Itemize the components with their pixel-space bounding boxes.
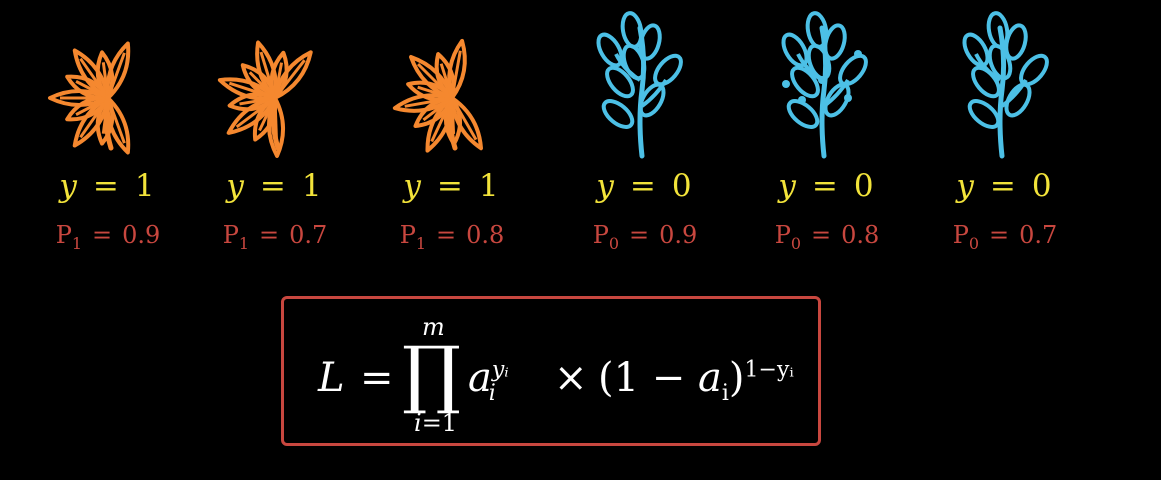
product-lower-limit: i=1	[414, 409, 457, 437]
y-var: y	[59, 168, 79, 204]
product-index: i	[414, 409, 422, 437]
p-subscript: 1	[71, 233, 83, 253]
p-base: P	[55, 221, 72, 249]
a-subscript: i	[488, 381, 496, 406]
y-var: y	[403, 168, 423, 204]
y-var: y	[596, 168, 616, 204]
likelihood-formula: L = ∏ m i=1 ayᵢi × (1 − ai)1−yᵢ	[318, 313, 798, 437]
label-y: y = 0	[956, 166, 1053, 206]
label-probability: P0 = 0.9	[592, 218, 698, 253]
y-var: y	[778, 168, 798, 204]
p-value: 0.8	[841, 221, 880, 249]
y-equals: =	[259, 168, 288, 204]
p-base: P	[952, 221, 969, 249]
formula-one-minus-term: (1 − ai)1−yᵢ	[598, 355, 794, 406]
y-equals: =	[92, 168, 121, 204]
p-value: 0.7	[289, 221, 328, 249]
p-base: P	[592, 221, 609, 249]
y-equals: =	[989, 168, 1018, 204]
p-subscript: 0	[790, 233, 802, 253]
label-y: y = 1	[59, 166, 156, 206]
likelihood-formula-box: L = ∏ m i=1 ayᵢi × (1 − ai)1−yᵢ	[281, 296, 821, 446]
p-base: P	[222, 221, 239, 249]
blue-branch-icon	[762, 10, 892, 160]
sample-item: y = 0 P0 = 0.7	[930, 10, 1080, 253]
sample-item: y = 0 P0 = 0.8	[752, 10, 902, 253]
p-subscript: 0	[608, 233, 620, 253]
label-probability: P1 = 0.9	[55, 218, 161, 253]
label-y: y = 0	[596, 166, 693, 206]
y-equals: =	[811, 168, 840, 204]
label-probability: P1 = 0.8	[399, 218, 505, 253]
p-equals: =	[92, 221, 113, 249]
blue-branch-icon	[940, 10, 1070, 160]
p-value: 0.7	[1019, 221, 1058, 249]
y-value: 0	[853, 168, 876, 204]
formula-times: ×	[554, 355, 588, 401]
product-start: =1	[421, 409, 458, 437]
a-exponent: yᵢ	[491, 357, 509, 383]
product-symbol: ∏	[402, 331, 461, 417]
y-value: 0	[1031, 168, 1054, 204]
p-value: 0.8	[466, 221, 505, 249]
p-equals: =	[436, 221, 457, 249]
y-value: 1	[478, 168, 501, 204]
y-equals: =	[436, 168, 465, 204]
label-y: y = 1	[226, 166, 323, 206]
sample-item: y = 1 P1 = 0.7	[200, 10, 350, 253]
y-value: 1	[134, 168, 157, 204]
label-probability: P0 = 0.8	[774, 218, 880, 253]
maple-leaf-icon	[387, 10, 517, 160]
sample-item: y = 1 P1 = 0.8	[377, 10, 527, 253]
maple-leaf-icon	[210, 10, 340, 160]
p-equals: =	[259, 221, 280, 249]
p-value: 0.9	[659, 221, 698, 249]
p-subscript: 0	[968, 233, 980, 253]
paren-exponent: 1−yᵢ	[744, 357, 794, 383]
y-var: y	[226, 168, 246, 204]
p-equals: =	[811, 221, 832, 249]
y-equals: =	[629, 168, 658, 204]
y-value: 0	[671, 168, 694, 204]
paren-a-subscript: i	[721, 381, 729, 406]
sample-item: y = 0 P0 = 0.9	[570, 10, 720, 253]
y-var: y	[956, 168, 976, 204]
p-base: P	[399, 221, 416, 249]
y-value: 1	[301, 168, 324, 204]
blue-branch-icon	[580, 10, 710, 160]
label-y: y = 0	[778, 166, 875, 206]
label-probability: P0 = 0.7	[952, 218, 1058, 253]
formula-lhs: L	[318, 355, 345, 401]
p-value: 0.9	[122, 221, 161, 249]
formula-equals: =	[360, 355, 394, 401]
maple-leaf-icon	[43, 10, 173, 160]
a-symbol: a	[468, 355, 492, 401]
p-subscript: 1	[238, 233, 250, 253]
p-equals: =	[989, 221, 1010, 249]
formula-a-term: ayᵢi	[468, 355, 509, 406]
sample-item: y = 1 P1 = 0.9	[33, 10, 183, 253]
p-equals: =	[629, 221, 650, 249]
label-y: y = 1	[403, 166, 500, 206]
paren-open: (1 −	[598, 355, 698, 401]
paren-a-symbol: a	[698, 355, 722, 401]
paren-close: )	[728, 355, 745, 401]
product-upper-limit: m	[422, 313, 445, 341]
p-base: P	[774, 221, 791, 249]
p-subscript: 1	[415, 233, 427, 253]
label-probability: P1 = 0.7	[222, 218, 328, 253]
